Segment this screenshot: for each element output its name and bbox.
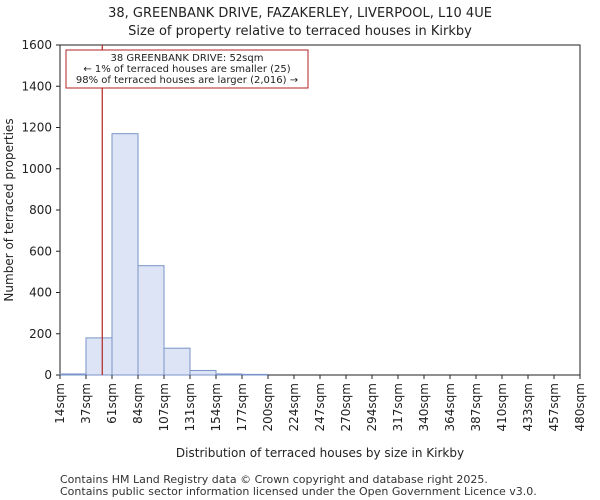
histogram-bar xyxy=(163,347,191,376)
x-tick-label: 270sqm xyxy=(339,383,353,431)
histogram-bar xyxy=(111,133,139,376)
annotation-line-3: 98% of terraced houses are larger (2,016… xyxy=(76,75,298,86)
x-tick-label: 387sqm xyxy=(469,383,483,431)
x-tick-label: 294sqm xyxy=(365,383,379,431)
x-tick-label: 61sqm xyxy=(105,383,119,424)
y-tick-label: 0 xyxy=(44,368,52,382)
x-tick-label: 364sqm xyxy=(443,383,457,431)
y-tick-label: 200 xyxy=(29,327,52,341)
histogram-bar xyxy=(59,373,87,376)
x-tick-label: 107sqm xyxy=(157,383,171,431)
annotation-box xyxy=(65,49,309,89)
y-tick-label: 600 xyxy=(29,244,52,258)
histogram-bar xyxy=(137,265,165,376)
y-tick-label: 800 xyxy=(29,203,52,217)
x-tick-label: 247sqm xyxy=(313,383,327,431)
x-tick-label: 154sqm xyxy=(209,383,223,431)
y-axis-label: Number of terraced properties xyxy=(2,118,16,301)
x-tick-label: 14sqm xyxy=(53,383,67,424)
y-tick-label: 1400 xyxy=(21,79,52,93)
histogram-bar xyxy=(215,373,243,376)
x-tick-label: 433sqm xyxy=(521,383,535,431)
x-tick-label: 37sqm xyxy=(79,383,93,424)
footer-copyright: Contains HM Land Registry data © Crown c… xyxy=(60,473,488,486)
x-tick-label: 131sqm xyxy=(183,383,197,431)
x-tick-label: 340sqm xyxy=(417,383,431,431)
annotation-line-1: 38 GREENBANK DRIVE: 52sqm xyxy=(111,53,264,64)
x-tick-label: 224sqm xyxy=(287,383,301,431)
x-tick-label: 84sqm xyxy=(131,383,145,424)
x-tick-label: 480sqm xyxy=(573,383,587,431)
page-title: 38, GREENBANK DRIVE, FAZAKERLEY, LIVERPO… xyxy=(108,6,492,21)
y-tick-label: 400 xyxy=(29,286,52,300)
y-tick-label: 1600 xyxy=(21,38,52,52)
y-tick-label: 1200 xyxy=(21,121,52,135)
footer-licence: Contains public sector information licen… xyxy=(60,485,537,498)
x-tick-label: 457sqm xyxy=(547,383,561,431)
y-tick-label: 1000 xyxy=(21,162,52,176)
chart-subtitle: Size of property relative to terraced ho… xyxy=(128,24,472,39)
x-axis-label: Distribution of terraced houses by size … xyxy=(176,446,464,460)
x-tick-label: 410sqm xyxy=(495,383,509,431)
annotation-line-2: ← 1% of terraced houses are smaller (25) xyxy=(83,64,290,75)
x-tick-label: 317sqm xyxy=(391,383,405,431)
histogram-bar xyxy=(241,373,269,376)
x-tick-label: 177sqm xyxy=(235,383,249,431)
histogram-bar xyxy=(85,337,113,376)
x-tick-label: 200sqm xyxy=(261,383,275,431)
histogram-bar xyxy=(189,369,217,376)
